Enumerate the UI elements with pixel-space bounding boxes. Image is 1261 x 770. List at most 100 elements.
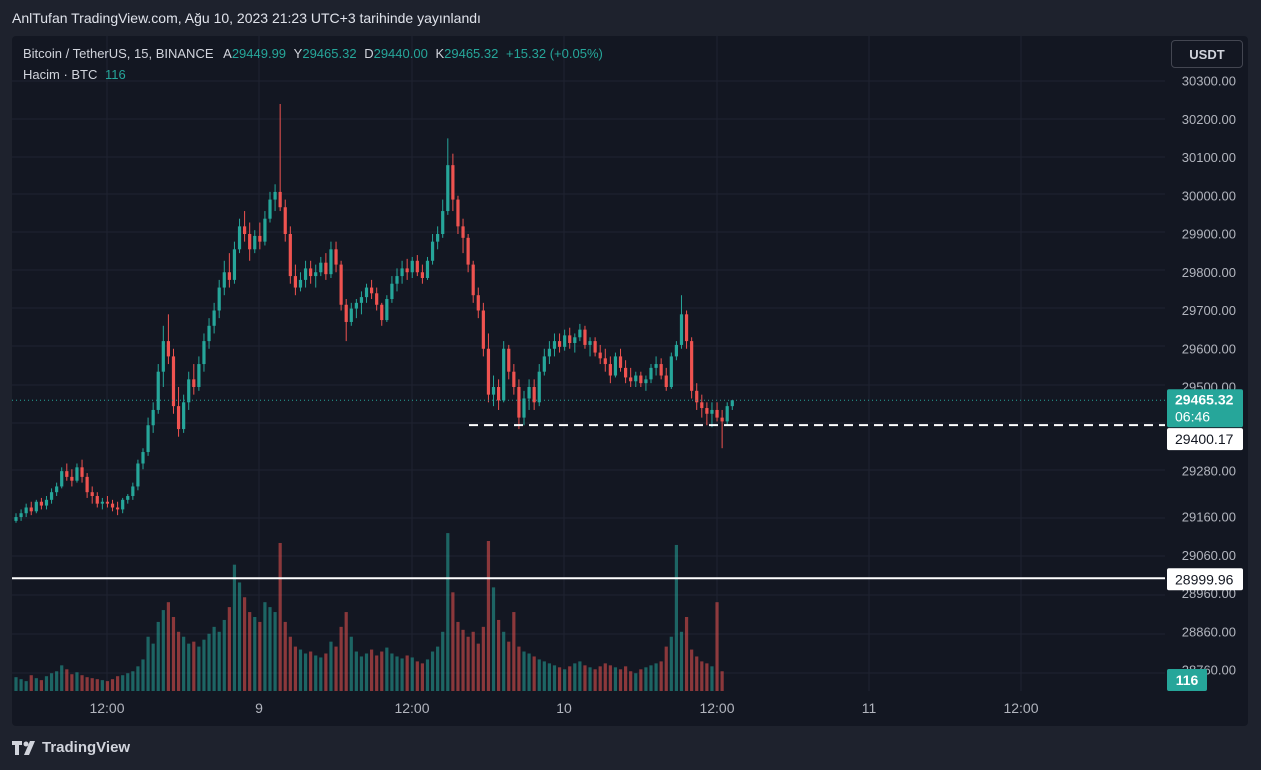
candle-body <box>253 235 257 250</box>
volume-bar <box>720 671 724 691</box>
volume-badge-label: 116 <box>1176 672 1199 688</box>
candle-body <box>29 507 33 512</box>
candle-body <box>243 226 247 234</box>
candlestick-chart[interactable]: 30300.00 30200.00 30100.00 30000.00 29900.00… <box>12 36 1248 726</box>
candle-body <box>197 364 201 387</box>
volume-bar <box>161 610 165 691</box>
volume-bar <box>588 667 592 691</box>
open-label: A <box>223 46 232 61</box>
candle-body <box>405 268 409 273</box>
candle-body <box>207 325 211 342</box>
candle-body <box>659 364 663 376</box>
candle-body <box>502 348 506 401</box>
publish-header: AnlTufan TradingView.com, Ağu 10, 2023 2… <box>12 10 481 26</box>
volume-bar <box>659 661 663 691</box>
volume-bar <box>171 616 176 691</box>
candle-body <box>542 356 546 372</box>
candle-body <box>334 249 338 265</box>
candle-body <box>49 492 54 500</box>
candle-body <box>161 341 165 372</box>
ohlc-legend: Bitcoin / TetherUS, 15, BINANCE A29449.9… <box>23 46 603 61</box>
volume-bar <box>334 646 338 691</box>
volume-bar <box>268 607 272 691</box>
volume-bar <box>258 621 262 691</box>
candle-body <box>573 337 577 344</box>
volume-bar <box>34 678 38 691</box>
volume-label[interactable]: Hacim · BTC <box>23 67 98 82</box>
price-tick-label: 28860.00 <box>1182 624 1236 639</box>
candle-body <box>456 199 460 227</box>
symbol-label[interactable]: Bitcoin / TetherUS, 15, BINANCE <box>23 46 214 61</box>
candle-body <box>166 341 170 357</box>
volume-bar <box>690 649 694 691</box>
volume-bar <box>441 631 445 691</box>
candle-body <box>100 501 104 504</box>
candle-body <box>720 417 724 422</box>
candle-body <box>715 409 719 418</box>
candle-body <box>380 304 384 321</box>
volume-bar <box>60 665 64 691</box>
candle-body <box>95 496 99 504</box>
candle-body <box>547 348 551 357</box>
volume-bar <box>695 656 699 691</box>
volume-bar <box>557 667 562 691</box>
candle-body <box>222 272 226 288</box>
volume-bar <box>207 633 211 691</box>
volume-bar <box>649 665 653 691</box>
candle-body <box>690 341 694 391</box>
volume-bar <box>248 612 252 691</box>
volume-bar <box>385 647 389 691</box>
change-value: +15.32 (+0.05%) <box>505 46 603 61</box>
candle-body <box>90 492 94 497</box>
price-tick-label: 30200.00 <box>1182 112 1236 127</box>
chart-panel[interactable]: 30300.00 30200.00 30100.00 30000.00 29900.00… <box>12 36 1248 726</box>
candle-body <box>273 191 277 200</box>
candle-body <box>497 387 501 401</box>
candle-body <box>552 341 557 349</box>
candle-body <box>710 409 714 414</box>
candle-body <box>512 371 516 387</box>
volume-bar <box>303 653 308 691</box>
volume-bar <box>278 542 282 691</box>
candle-body <box>532 387 536 403</box>
volume-bar <box>227 607 231 691</box>
candle-body <box>603 358 607 365</box>
volume-bar <box>583 665 587 691</box>
volume-bar <box>329 641 333 691</box>
time-tick-label: 12:00 <box>394 700 429 716</box>
volume-bar <box>578 661 582 691</box>
candle-body <box>481 310 485 349</box>
time-tick-label: 11 <box>862 700 877 716</box>
volume-bar <box>29 675 33 691</box>
candle-body <box>65 471 69 477</box>
volume-bar <box>95 679 99 691</box>
candle-body <box>283 207 287 234</box>
candle-body <box>730 400 734 407</box>
volume-bar <box>202 639 206 691</box>
candle-body <box>146 425 150 453</box>
volume-bar <box>349 636 353 691</box>
volume-bar <box>451 592 455 691</box>
volume-bar <box>197 646 201 691</box>
candle-body <box>187 379 191 403</box>
volume-bar <box>486 541 491 691</box>
candle-body <box>629 377 633 382</box>
volume-bar <box>364 653 369 691</box>
candle-body <box>400 268 404 277</box>
volume-bar <box>151 643 155 691</box>
volume-bar <box>85 677 89 691</box>
line-badge-dashed <box>1167 428 1243 451</box>
volume-bar <box>512 612 516 691</box>
candle-body <box>466 237 470 265</box>
tradingview-footer[interactable]: TradingView <box>12 739 130 756</box>
candle-body <box>14 517 18 521</box>
currency-button[interactable]: USDT <box>1171 40 1243 68</box>
volume-bar <box>568 666 572 691</box>
volume-bar <box>75 672 79 691</box>
candle-body <box>202 341 206 365</box>
candle-body <box>70 476 74 481</box>
volume-bar <box>110 679 115 691</box>
candle-body <box>80 467 84 477</box>
candle-body <box>644 379 648 384</box>
candle-body <box>593 341 597 353</box>
